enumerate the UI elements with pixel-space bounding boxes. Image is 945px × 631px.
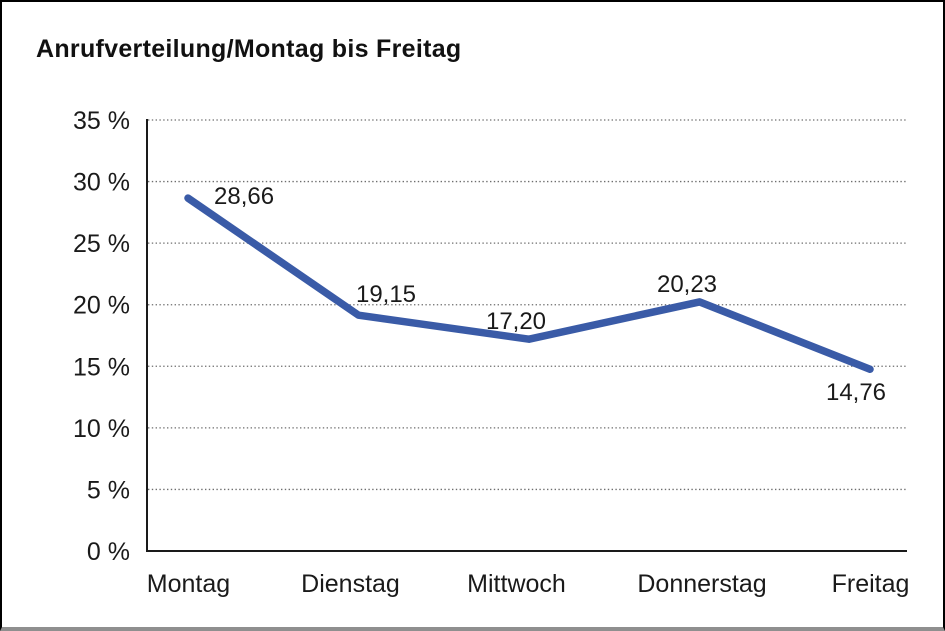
y-tick-label: 0 % [87, 538, 130, 566]
series-line [184, 194, 874, 373]
data-label: 17,20 [486, 308, 546, 335]
y-tick-label: 20 % [73, 292, 130, 320]
y-tick-label: 15 % [73, 353, 130, 381]
category-label: Montag [147, 570, 230, 598]
y-tick-label: 30 % [73, 169, 130, 197]
y-tick-label: 25 % [73, 230, 130, 258]
category-label: Mittwoch [467, 570, 566, 598]
data-label: 28,66 [214, 183, 274, 210]
category-label: Donnerstag [637, 570, 766, 598]
data-label: 14,76 [826, 379, 886, 406]
category-label: Dienstag [301, 570, 400, 598]
data-label: 20,23 [657, 271, 717, 298]
chart-title: Anrufverteilung/Montag bis Freitag [36, 35, 462, 63]
y-tick-label: 35 % [73, 107, 130, 135]
y-tick-label: 5 % [87, 476, 130, 504]
y-tick-label: 10 % [73, 415, 130, 443]
category-label: Freitag [832, 570, 910, 598]
data-label: 19,15 [356, 281, 416, 308]
